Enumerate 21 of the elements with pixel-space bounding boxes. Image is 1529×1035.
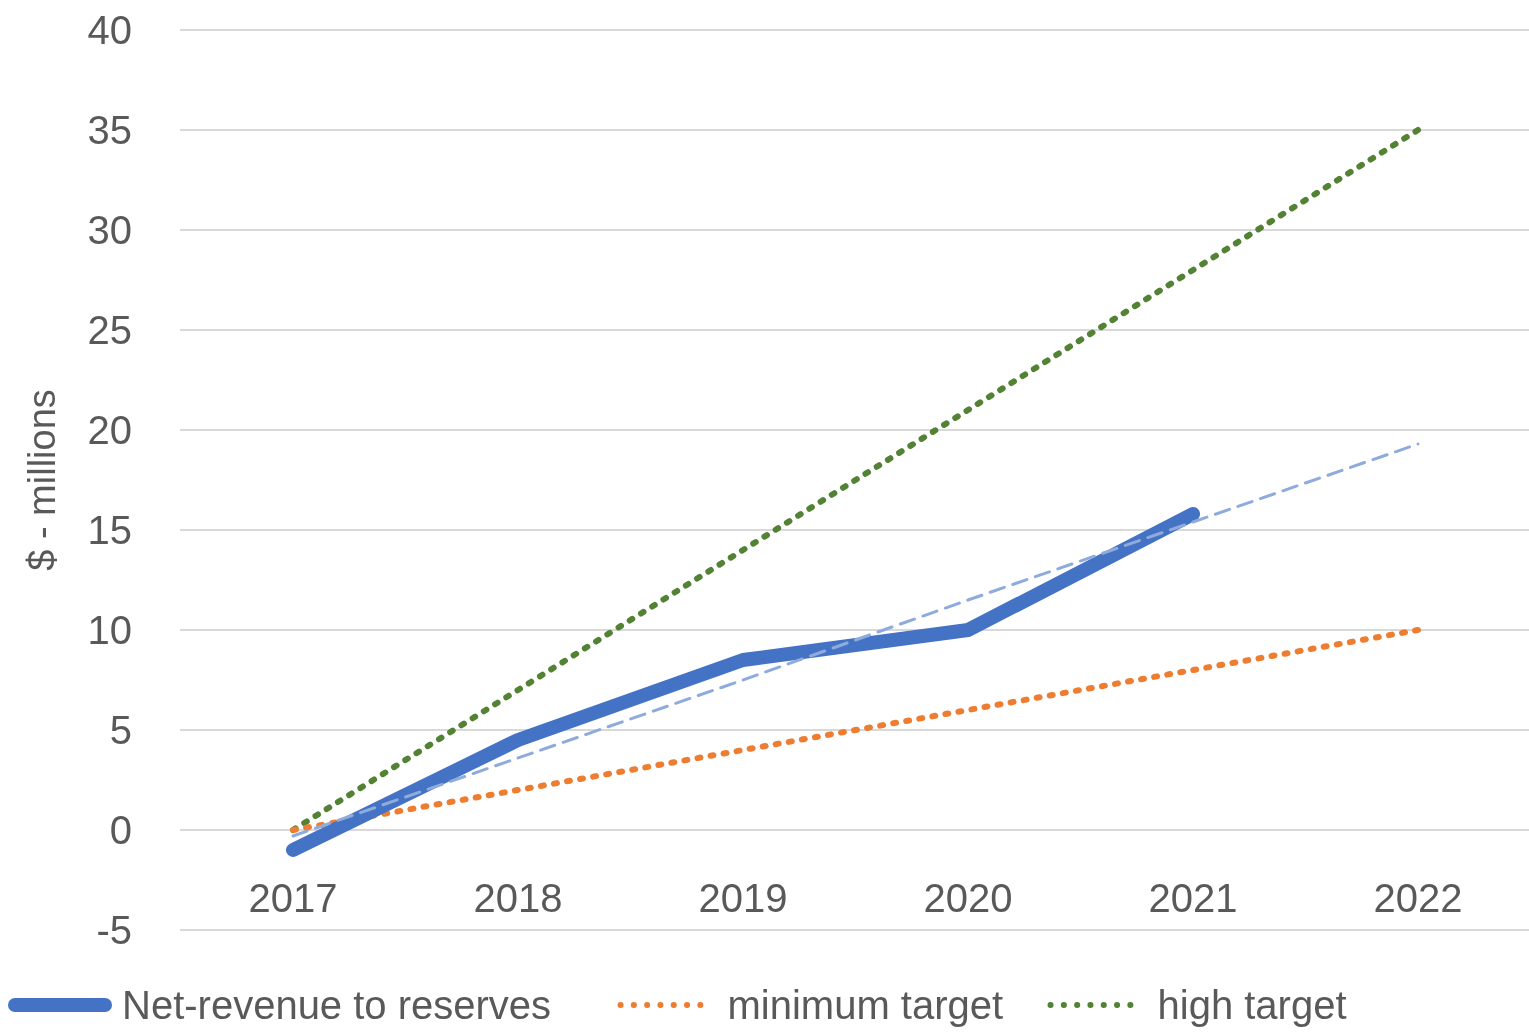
y-tick-label: 35 xyxy=(87,108,132,152)
y-tick-label: 40 xyxy=(87,8,132,52)
y-tick-label: 10 xyxy=(87,608,132,652)
y-axis-title: $ - millions xyxy=(21,389,63,571)
y-tick-label: 25 xyxy=(87,308,132,352)
y-tick-label: 0 xyxy=(109,808,132,852)
y-tick-label: 5 xyxy=(109,708,132,752)
x-tick-label: 2021 xyxy=(1148,876,1238,920)
x-tick-label: 2019 xyxy=(698,876,788,920)
legend-label: Net-revenue to reserves xyxy=(122,983,552,1027)
y-tick-label: 15 xyxy=(87,508,132,552)
x-tick-label: 2018 xyxy=(473,876,563,920)
legend-label: minimum target xyxy=(727,983,1004,1027)
line-series xyxy=(291,442,1420,838)
x-tick-label: 2017 xyxy=(248,876,338,920)
x-tick-label: 2022 xyxy=(1373,876,1463,920)
legend-label: high target xyxy=(1157,983,1347,1027)
x-tick-label: 2020 xyxy=(923,876,1013,920)
y-tick-label: -5 xyxy=(96,908,132,952)
y-tick-label: 30 xyxy=(87,208,132,252)
y-tick-label: 20 xyxy=(87,408,132,452)
